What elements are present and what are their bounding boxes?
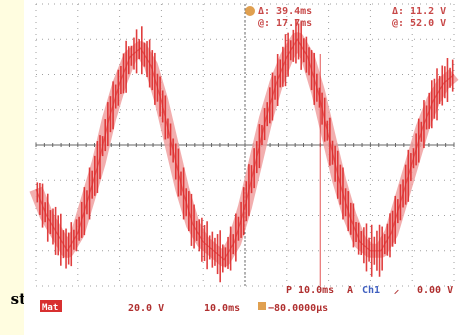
cursor-icon <box>245 6 255 16</box>
math-label: Mat <box>42 303 58 313</box>
delta-volt-readout: Δ: 11.2 V <box>392 6 446 17</box>
oscilloscope-screen: Δ: 39.4ms @: 17.7ms Δ: 11.2 V @: 52.0 V … <box>24 0 466 335</box>
timebase-readout: P 10.0ms <box>286 285 334 296</box>
delta-time-readout: Δ: 39.4ms <box>258 6 312 17</box>
trigger-channel: Ch1 <box>362 285 380 296</box>
scope-chart: Δ: 39.4ms @: 17.7ms Δ: 11.2 V @: 52.0 V … <box>24 0 466 335</box>
cursor-time-readout: @: 17.7ms <box>258 18 312 29</box>
trigger-slope-icon: ⸝ <box>394 285 399 296</box>
cursor-volt-readout: @: 52.0 V <box>392 18 446 29</box>
waveform-line <box>35 38 455 261</box>
trigger-offset: −80.0000μs <box>268 303 328 314</box>
math-scale: 20.0 V <box>128 303 164 314</box>
status-bar: P 10.0ms A Ch1 ⸝ 0.00 V Mat 20.0 V 10.0m… <box>40 285 453 314</box>
trigger-level: 0.00 V <box>417 285 453 296</box>
math-badge <box>40 300 62 312</box>
trigger-offset-icon <box>258 302 266 310</box>
trigger-source: A <box>347 285 353 296</box>
time-scale: 10.0ms <box>204 303 240 314</box>
cursor-readouts: Δ: 39.4ms @: 17.7ms Δ: 11.2 V @: 52.0 V <box>245 6 446 29</box>
waveform-trace <box>29 19 459 283</box>
side-label: st <box>10 290 26 308</box>
